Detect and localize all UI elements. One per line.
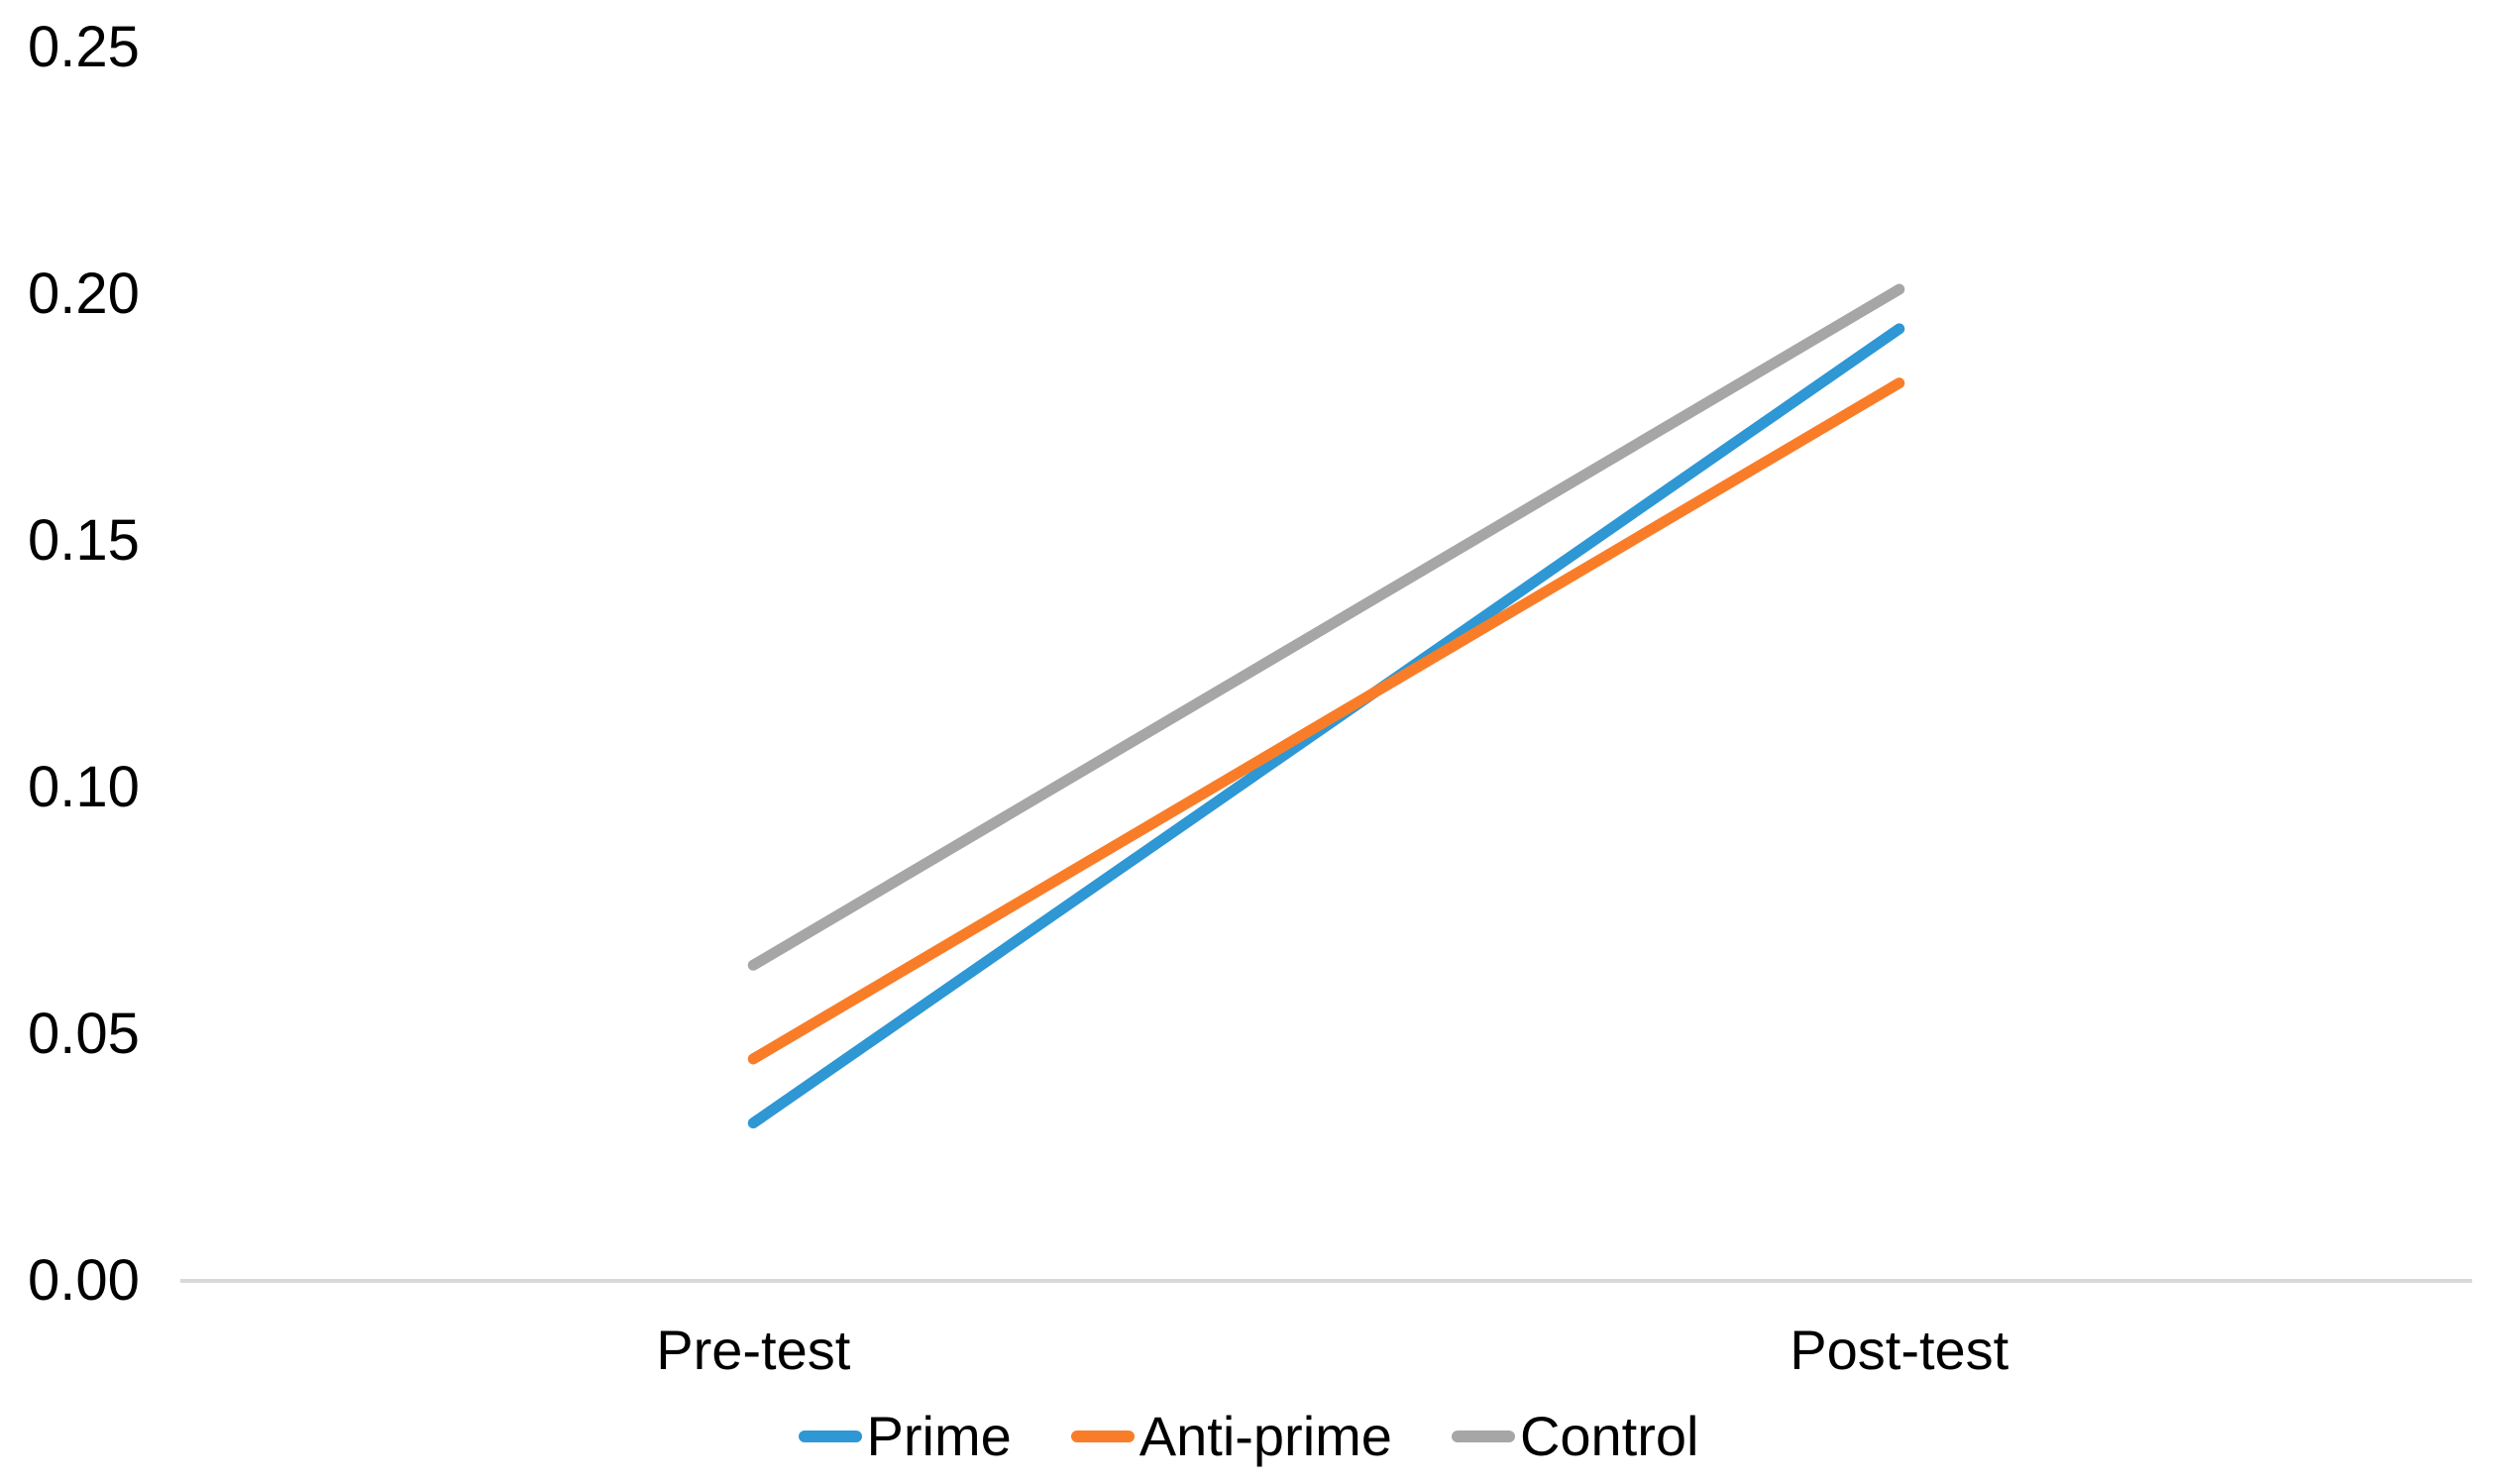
legend-label: Prime bbox=[866, 1405, 1012, 1467]
legend-swatch-icon bbox=[798, 1431, 862, 1442]
legend-item-control: Control bbox=[1451, 1405, 1699, 1467]
legend-swatch-icon bbox=[1451, 1431, 1515, 1442]
legend: Prime Anti-prime Control bbox=[0, 1407, 2497, 1466]
y-axis-tick-label: 0.25 bbox=[28, 15, 140, 79]
y-axis-tick-label: 0.10 bbox=[28, 755, 140, 819]
y-axis-tick-label: 0.00 bbox=[28, 1248, 140, 1313]
y-axis-tick-label: 0.20 bbox=[28, 262, 140, 326]
series-line-control bbox=[747, 283, 1905, 971]
legend-label: Control bbox=[1519, 1405, 1699, 1467]
series-line-anti-prime bbox=[747, 377, 1905, 1065]
x-axis-category-label: Post-test bbox=[1790, 1319, 2009, 1381]
x-axis-category-label: Pre-test bbox=[656, 1319, 851, 1381]
y-axis-tick-label: 0.15 bbox=[28, 508, 140, 573]
legend-item-anti-prime: Anti-prime bbox=[1070, 1405, 1392, 1467]
legend-item-prime: Prime bbox=[798, 1405, 1012, 1467]
legend-label: Anti-prime bbox=[1139, 1405, 1392, 1467]
legend-swatch-icon bbox=[1070, 1431, 1135, 1442]
y-axis-tick-label: 0.05 bbox=[28, 1002, 140, 1066]
